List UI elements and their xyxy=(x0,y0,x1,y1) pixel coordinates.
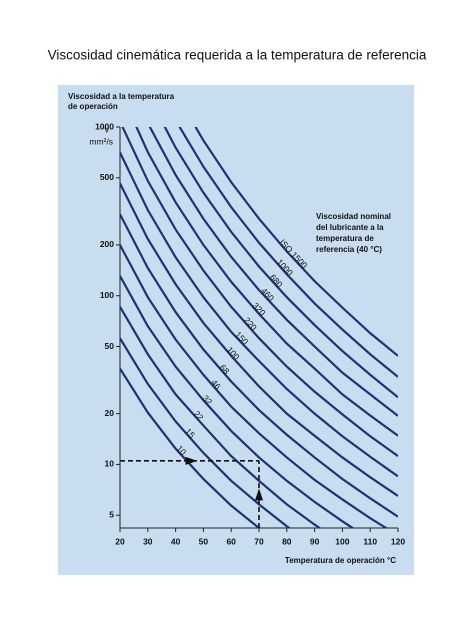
y-tick-label: 5 xyxy=(109,509,114,519)
x-tick-label: 70 xyxy=(254,536,264,546)
annotation: temperatura de xyxy=(316,234,374,243)
curve xyxy=(178,127,398,378)
curve xyxy=(120,275,355,528)
arrow-head xyxy=(185,456,198,465)
annotation: Viscosidad nominal xyxy=(316,212,391,221)
x-tick-label: 120 xyxy=(391,536,405,546)
curve xyxy=(135,127,398,437)
y-symbol: ν xyxy=(105,124,110,134)
x-label: Temperatura de operación °C xyxy=(285,556,396,565)
annotation: del lubricante a la xyxy=(316,223,384,232)
x-tick-label: 90 xyxy=(310,536,320,546)
x-tick-label: 110 xyxy=(363,536,377,546)
curve xyxy=(194,127,398,357)
y-tick-label: 500 xyxy=(100,172,114,182)
chart-title: Viscosidad cinemática requerida a la tem… xyxy=(48,48,427,63)
curve xyxy=(120,244,389,528)
curve xyxy=(120,337,292,528)
curve xyxy=(120,182,398,497)
x-tick-label: 100 xyxy=(335,536,349,546)
curve xyxy=(148,127,398,417)
y-label: Viscosidad a la temperatura xyxy=(68,92,175,101)
y-label: de operación xyxy=(68,102,118,111)
y-tick-label: 100 xyxy=(100,290,114,300)
curve xyxy=(120,367,261,528)
x-tick-label: 40 xyxy=(171,536,181,546)
curves xyxy=(120,127,398,528)
curve xyxy=(163,127,398,399)
y-tick-label: 20 xyxy=(105,408,115,418)
curve xyxy=(120,213,398,518)
x-tick-label: 50 xyxy=(199,536,209,546)
x-tick-label: 30 xyxy=(143,536,153,546)
curve xyxy=(120,152,398,478)
x-tick-label: 80 xyxy=(282,536,292,546)
y-tick-label: 50 xyxy=(105,341,115,351)
y-tick-label: 1000 xyxy=(95,121,114,131)
annotation: referencia (40 °C) xyxy=(316,245,382,254)
y-unit: mm²/s xyxy=(89,136,113,146)
x-tick-label: 20 xyxy=(115,536,125,546)
arrow-head xyxy=(255,488,263,501)
panel xyxy=(58,85,414,575)
x-tick-label: 60 xyxy=(226,536,236,546)
curve xyxy=(120,306,322,528)
curve xyxy=(121,127,398,458)
y-tick-label: 10 xyxy=(105,459,115,469)
y-tick-label: 200 xyxy=(100,239,114,249)
